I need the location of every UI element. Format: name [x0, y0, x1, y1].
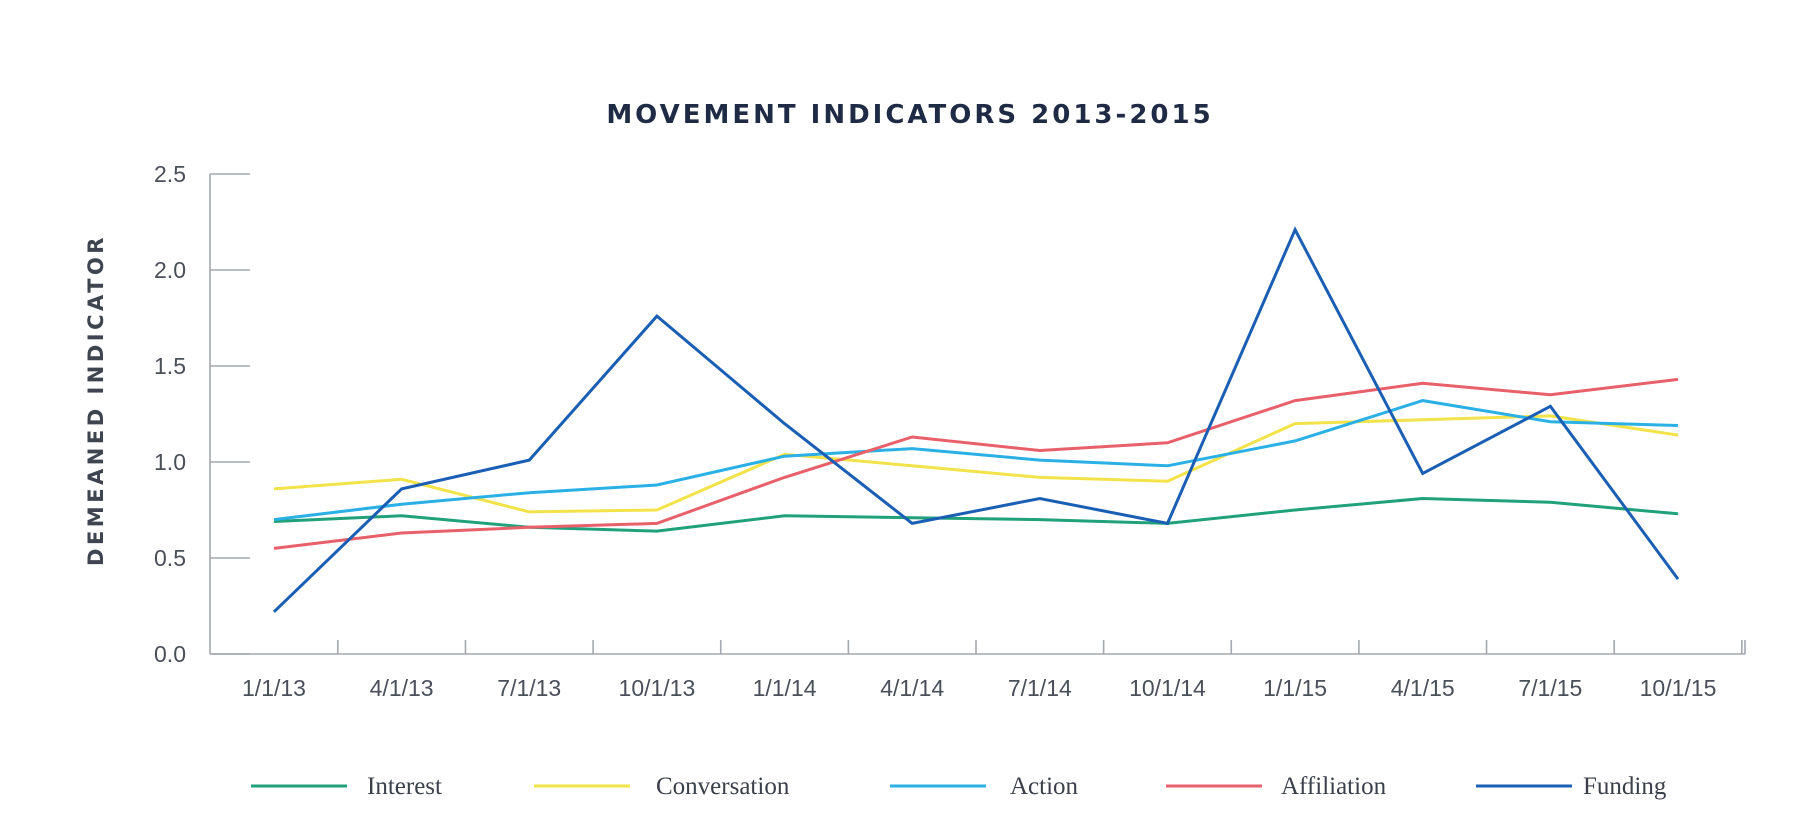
x-tick-label: 7/1/14 [1008, 675, 1072, 701]
x-tick-label: 10/1/15 [1640, 675, 1717, 701]
series-lines [272, 226, 1680, 613]
series-line-interest [273, 496, 1679, 533]
legend-item-affiliation: Affiliation [1166, 773, 1387, 800]
x-tick-label: 4/1/13 [370, 675, 434, 701]
legend-item-conversation: Conversation [534, 773, 790, 800]
y-tick-label: 2.0 [154, 257, 186, 283]
y-tick-label: 1.0 [154, 449, 186, 475]
series-line-affiliation [273, 377, 1679, 550]
x-tick-label: 1/1/13 [242, 675, 306, 701]
legend-label: Affiliation [1281, 773, 1387, 800]
x-tick-label: 4/1/15 [1391, 675, 1455, 701]
legend-label: Conversation [656, 773, 790, 800]
legend-label: Action [1010, 773, 1079, 800]
x-tick-label: 1/1/15 [1263, 675, 1327, 701]
y-tick-label: 1.5 [154, 353, 186, 379]
legend-label: Interest [367, 773, 442, 800]
x-tick-label: 1/1/14 [753, 675, 817, 701]
y-axis-label: DEMEANED INDICATOR [84, 234, 108, 566]
series-line-funding [272, 226, 1680, 613]
series-line-conversation [273, 414, 1679, 514]
y-tick-label: 0.5 [154, 545, 186, 571]
x-tick-label: 10/1/13 [619, 675, 696, 701]
x-axis-ticks: 1/1/13 4/1/13 7/1/13 10/1/13 1/1/14 4/1/14 7/1… [242, 640, 1746, 701]
x-tick-label: 7/1/13 [497, 675, 561, 701]
y-tick-label: 2.5 [154, 161, 186, 187]
x-tick-label: 4/1/14 [880, 675, 944, 701]
x-tick-label: 7/1/15 [1518, 675, 1582, 701]
legend: Interest Conversation Action Affiliation Fun… [251, 773, 1667, 800]
chart-title: MOVEMENT INDICATORS 2013-2015 [606, 100, 1213, 130]
legend-item-funding: Funding [1476, 773, 1667, 800]
y-axis-ticks: 0.0 0.5 1.0 1.5 2.0 2.5 [154, 161, 250, 667]
legend-item-interest: Interest [251, 773, 442, 800]
legend-item-action: Action [890, 773, 1079, 800]
y-tick-label: 0.0 [154, 641, 186, 667]
legend-label: Funding [1583, 773, 1667, 800]
x-tick-label: 10/1/14 [1129, 675, 1206, 701]
series-line-action [273, 399, 1679, 522]
